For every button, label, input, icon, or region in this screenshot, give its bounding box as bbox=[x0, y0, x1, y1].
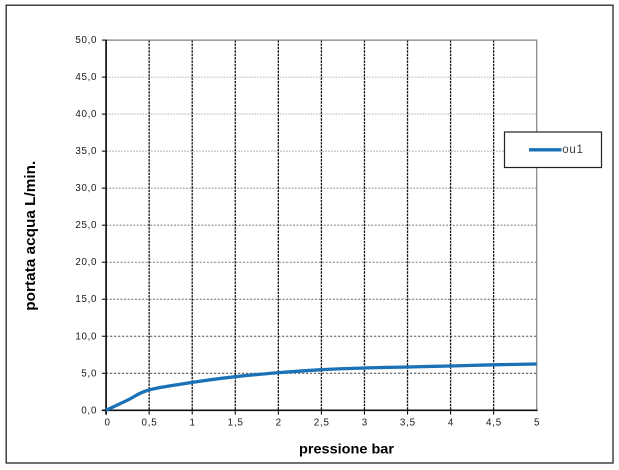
svg-text:10,0: 10,0 bbox=[75, 331, 97, 342]
svg-text:2,5: 2,5 bbox=[314, 418, 330, 429]
svg-text:35,0: 35,0 bbox=[75, 146, 97, 157]
svg-text:15,0: 15,0 bbox=[75, 294, 97, 305]
svg-text:25,0: 25,0 bbox=[75, 220, 97, 231]
svg-text:30,0: 30,0 bbox=[75, 183, 97, 194]
svg-text:3,5: 3,5 bbox=[400, 418, 416, 429]
svg-text:5,0: 5,0 bbox=[81, 368, 97, 379]
svg-text:40,0: 40,0 bbox=[75, 109, 97, 120]
svg-text:0: 0 bbox=[104, 418, 110, 429]
svg-text:portata acqua L/min.: portata acqua L/min. bbox=[23, 161, 39, 311]
svg-text:1: 1 bbox=[189, 418, 194, 429]
svg-text:0,0: 0,0 bbox=[81, 405, 97, 416]
svg-text:50,0: 50,0 bbox=[75, 35, 97, 46]
svg-text:pressione bar: pressione bar bbox=[299, 441, 395, 457]
svg-text:0,5: 0,5 bbox=[142, 418, 158, 429]
svg-text:5: 5 bbox=[534, 418, 540, 429]
svg-text:20,0: 20,0 bbox=[75, 257, 97, 268]
svg-text:45,0: 45,0 bbox=[75, 72, 97, 83]
svg-text:1,5: 1,5 bbox=[228, 418, 244, 429]
svg-text:2: 2 bbox=[276, 418, 281, 429]
svg-text:ou1: ou1 bbox=[562, 144, 583, 156]
svg-text:4,5: 4,5 bbox=[486, 418, 502, 429]
svg-text:4: 4 bbox=[448, 418, 454, 429]
svg-text:3: 3 bbox=[362, 418, 368, 429]
